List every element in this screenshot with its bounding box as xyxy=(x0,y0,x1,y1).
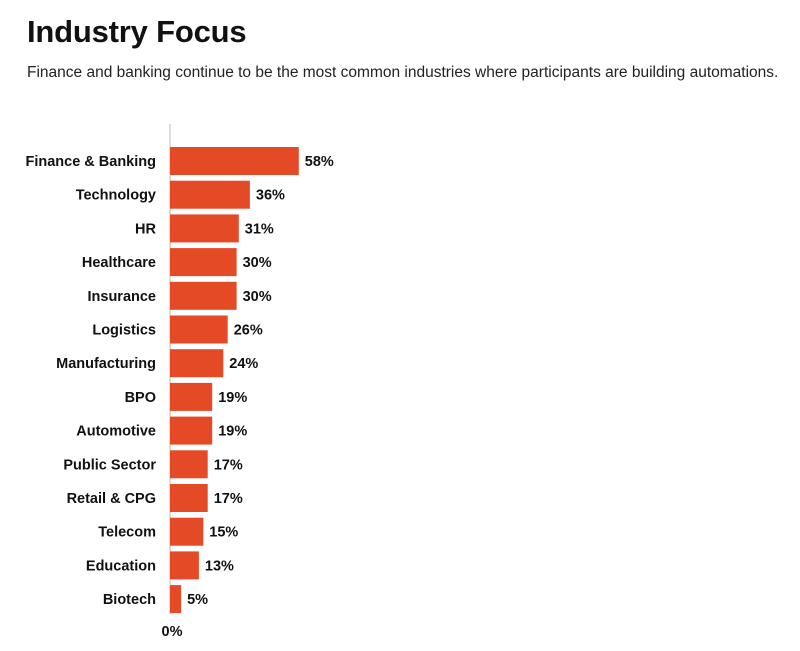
bar-healthcare xyxy=(170,248,237,277)
value-label-manufacturing: 24% xyxy=(229,356,258,372)
value-label-hr: 31% xyxy=(245,221,274,237)
page-subtitle: Finance and banking continue to be the m… xyxy=(27,64,779,81)
category-labels: Finance & Banking Technology HR Healthcare I… xyxy=(25,154,156,608)
category-label-biotech: Biotech xyxy=(103,592,156,608)
value-label-retail-and-cpg: 17% xyxy=(214,491,243,507)
category-label-public-sector: Public Sector xyxy=(63,457,156,473)
value-label-public-sector: 17% xyxy=(214,457,243,473)
x-tick-label: 0% xyxy=(162,624,183,640)
category-label-telecom: Telecom xyxy=(98,525,156,541)
page-title: Industry Focus xyxy=(27,14,247,49)
bar-finance-and-banking xyxy=(170,147,299,175)
value-label-finance-and-banking: 58% xyxy=(305,154,334,170)
bar-automotive xyxy=(170,416,213,445)
bar-retail-and-cpg xyxy=(170,484,208,512)
value-label-healthcare: 30% xyxy=(243,255,272,271)
bar-hr xyxy=(170,214,239,243)
value-label-biotech: 5% xyxy=(187,592,208,608)
value-label-telecom: 15% xyxy=(209,525,238,541)
category-label-healthcare: Healthcare xyxy=(82,255,156,271)
bar-biotech xyxy=(170,585,182,614)
bar-education xyxy=(170,551,199,580)
category-label-manufacturing: Manufacturing xyxy=(56,356,156,372)
bar-logistics xyxy=(170,315,228,344)
value-label-education: 13% xyxy=(205,558,234,574)
bar-manufacturing xyxy=(170,349,224,378)
value-label-logistics: 26% xyxy=(234,323,263,339)
bar-public-sector xyxy=(170,450,208,479)
category-label-education: Education xyxy=(86,558,156,574)
category-label-technology: Technology xyxy=(76,188,156,204)
bar-insurance xyxy=(170,281,237,310)
category-label-logistics: Logistics xyxy=(92,323,156,339)
category-label-automotive: Automotive xyxy=(76,424,156,440)
value-label-technology: 36% xyxy=(256,188,285,204)
value-label-automotive: 19% xyxy=(218,424,247,440)
value-labels: 58% 36% 31% 30% 30% 26% 24% 19% 19% 17% 17% 15% 13% 5… xyxy=(187,154,334,608)
category-label-finance-and-banking: Finance & Banking xyxy=(25,154,156,170)
value-label-bpo: 19% xyxy=(218,390,247,406)
bar-telecom xyxy=(170,517,204,546)
category-label-insurance: Insurance xyxy=(88,289,157,305)
bars xyxy=(170,147,299,614)
category-label-retail-and-cpg: Retail & CPG xyxy=(67,491,156,507)
bar-bpo xyxy=(170,382,213,411)
value-label-insurance: 30% xyxy=(243,289,272,305)
category-label-bpo: BPO xyxy=(125,390,156,406)
bar-technology xyxy=(170,180,250,209)
category-label-hr: HR xyxy=(135,221,156,237)
x-axis-ticks: 0% xyxy=(162,624,183,640)
